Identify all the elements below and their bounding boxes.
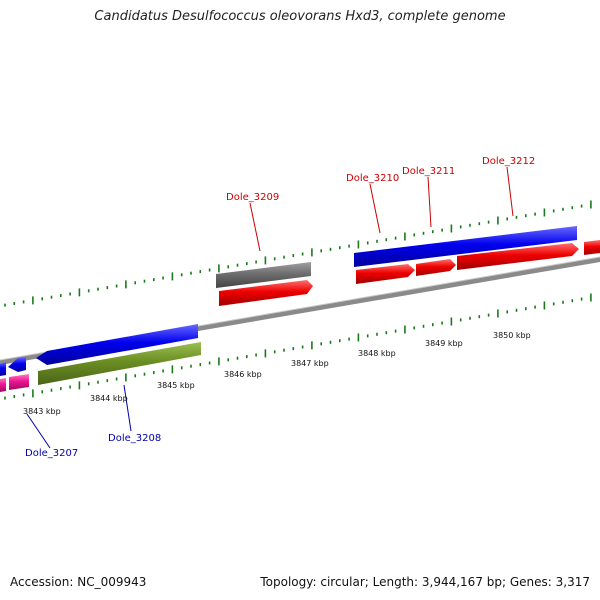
gene-arrow-forward[interactable] bbox=[8, 357, 26, 372]
label-leader-dole-3211 bbox=[427, 176, 432, 228]
gene-arrow-pink[interactable] bbox=[9, 374, 29, 390]
gene-arrow-forward[interactable] bbox=[354, 226, 577, 267]
label-leader-dole-3207 bbox=[26, 413, 51, 449]
label-leader-dole-3212 bbox=[506, 166, 514, 217]
scale-label: 3846 kbp bbox=[224, 370, 262, 379]
label-leader-dole-3208 bbox=[123, 384, 132, 432]
gene-arrow-forward[interactable] bbox=[0, 362, 6, 376]
scale-ticks-top bbox=[4, 200, 592, 307]
gene-label-dole-3210[interactable]: Dole_3210 bbox=[346, 173, 399, 184]
gene-label-dole-3212[interactable]: Dole_3212 bbox=[482, 156, 535, 167]
label-leader-dole-3209 bbox=[249, 202, 261, 252]
scale-label: 3849 kbp bbox=[425, 339, 463, 348]
scale-label: 3843 kbp bbox=[23, 407, 61, 416]
scale-label: 3844 kbp bbox=[90, 394, 128, 403]
genome-title: Candidatus Desulfococcus oleovorans Hxd3… bbox=[94, 9, 506, 24]
gene-label-dole-3208[interactable]: Dole_3208 bbox=[108, 433, 161, 444]
gene-label-dole-3207[interactable]: Dole_3207 bbox=[25, 448, 78, 459]
gene-arrow-reverse[interactable] bbox=[219, 280, 313, 306]
gene-arrow-pink[interactable] bbox=[0, 378, 6, 392]
genome-summary-text: Topology: circular; Length: 3,944,167 bp… bbox=[260, 575, 590, 589]
gene-arrow-olive[interactable] bbox=[38, 342, 201, 385]
label-leader-dole-3210 bbox=[369, 183, 381, 234]
gene-arrow-rna[interactable] bbox=[216, 262, 311, 288]
gene-arrow-reverse[interactable] bbox=[416, 259, 456, 276]
gene-arrow-reverse[interactable] bbox=[584, 240, 600, 255]
scale-label: 3847 kbp bbox=[291, 359, 329, 368]
scale-label: 3845 kbp bbox=[157, 381, 195, 390]
accession-text: Accession: NC_009943 bbox=[10, 575, 147, 589]
gene-arrow-reverse[interactable] bbox=[356, 264, 415, 284]
gene-arrow-forward[interactable] bbox=[36, 324, 198, 365]
gene-label-dole-3211[interactable]: Dole_3211 bbox=[402, 166, 455, 177]
scale-label: 3850 kbp bbox=[493, 331, 531, 340]
gene-label-dole-3209[interactable]: Dole_3209 bbox=[226, 192, 279, 203]
scale-label: 3848 kbp bbox=[358, 349, 396, 358]
scale-ticks-bottom bbox=[4, 293, 592, 400]
gene-arrow-reverse[interactable] bbox=[457, 243, 579, 270]
